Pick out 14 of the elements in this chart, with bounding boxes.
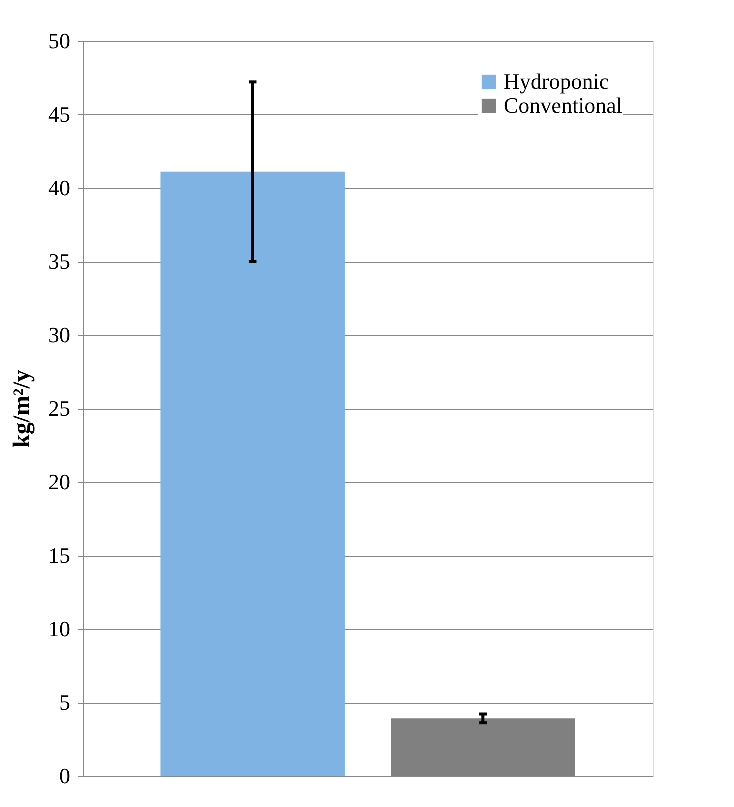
y-tick-label: 45 (48, 102, 70, 127)
y-tick-label: 30 (48, 322, 70, 348)
y-tick-label: 20 (48, 470, 70, 494)
y-tick-label: 15 (48, 543, 70, 568)
y-tick-label: 0 (60, 764, 70, 788)
y-tick-label: 10 (48, 616, 70, 642)
y-tick-label: 40 (48, 176, 70, 200)
y-axis-title: kg/m²/y (10, 370, 36, 448)
y-tick-label: 50 (48, 28, 70, 54)
y-tick-label: 35 (48, 249, 70, 274)
y-tick-label: 5 (60, 690, 70, 715)
y-tick-label: 25 (48, 396, 70, 421)
legend-label: Conventional (504, 93, 623, 118)
legend-label: Hydroponic (504, 69, 610, 94)
